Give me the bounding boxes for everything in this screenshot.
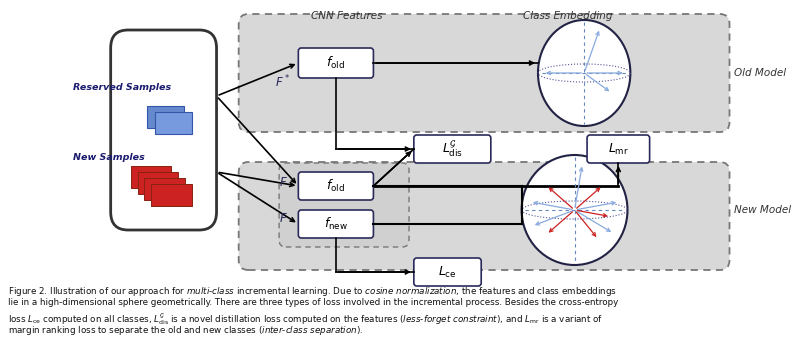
Text: $F$: $F$ — [279, 177, 288, 190]
Text: margin ranking loss to separate the old and new classes ($\mathit{inter}$-$\math: margin ranking loss to separate the old … — [8, 324, 363, 337]
Text: Class Embedding: Class Embedding — [523, 11, 613, 21]
Text: lie in a high-dimensional sphere geometrically. There are three types of loss in: lie in a high-dimensional sphere geometr… — [8, 298, 618, 307]
Text: $L_{\mathrm{mr}}$: $L_{\mathrm{mr}}$ — [608, 142, 629, 157]
FancyBboxPatch shape — [131, 166, 172, 188]
Text: CNN Features: CNN Features — [310, 11, 382, 21]
Text: $L_{\mathrm{dis}}^{\mathcal{G}}$: $L_{\mathrm{dis}}^{\mathcal{G}}$ — [442, 139, 463, 159]
FancyBboxPatch shape — [155, 112, 192, 134]
FancyBboxPatch shape — [298, 48, 373, 78]
FancyBboxPatch shape — [111, 30, 216, 230]
Text: New Samples: New Samples — [73, 153, 145, 162]
Text: $L_{\mathrm{ce}}$: $L_{\mathrm{ce}}$ — [438, 265, 457, 279]
Text: $f_{\mathrm{new}}$: $f_{\mathrm{new}}$ — [324, 216, 348, 232]
Text: $f_{\mathrm{old}}$: $f_{\mathrm{old}}$ — [326, 178, 346, 194]
Text: loss $L_{\mathrm{ce}}$ computed on all classes, $L_{\mathrm{dis}}^{\mathcal{G}}$: loss $L_{\mathrm{ce}}$ computed on all c… — [8, 311, 603, 327]
Ellipse shape — [522, 155, 627, 265]
Text: $F^*$: $F^*$ — [275, 74, 290, 90]
Text: Reserved Samples: Reserved Samples — [73, 83, 172, 91]
FancyBboxPatch shape — [414, 258, 481, 286]
FancyBboxPatch shape — [239, 162, 729, 270]
Text: $f_{\mathrm{old}}$: $f_{\mathrm{old}}$ — [326, 55, 346, 71]
FancyBboxPatch shape — [144, 178, 185, 200]
Text: $F$: $F$ — [279, 213, 288, 226]
FancyBboxPatch shape — [279, 163, 409, 247]
FancyBboxPatch shape — [239, 14, 729, 132]
Text: Figure 2. Illustration of our approach for $\mathit{multi}$-$\mathit{class}$ inc: Figure 2. Illustration of our approach f… — [8, 285, 617, 298]
FancyBboxPatch shape — [298, 210, 373, 238]
Text: Old Model: Old Model — [734, 68, 787, 78]
FancyBboxPatch shape — [137, 172, 178, 194]
FancyBboxPatch shape — [414, 135, 491, 163]
FancyBboxPatch shape — [587, 135, 650, 163]
Text: New Model: New Model — [734, 205, 792, 215]
FancyBboxPatch shape — [151, 184, 192, 206]
FancyBboxPatch shape — [298, 172, 373, 200]
Ellipse shape — [538, 20, 630, 126]
FancyBboxPatch shape — [148, 106, 184, 128]
